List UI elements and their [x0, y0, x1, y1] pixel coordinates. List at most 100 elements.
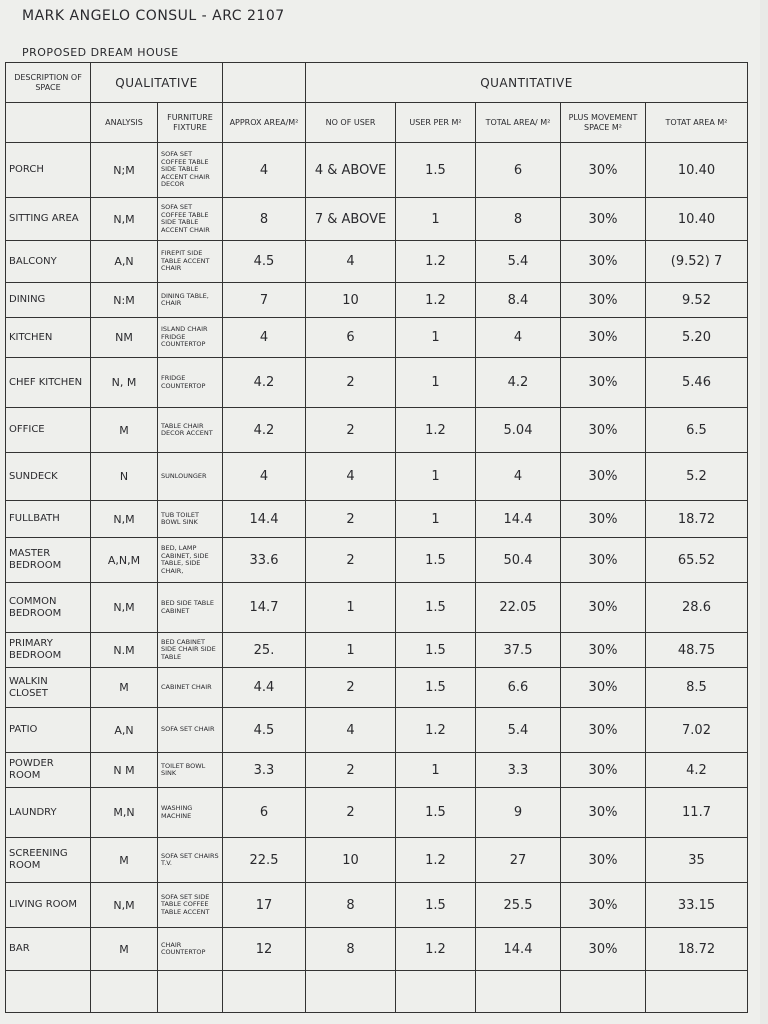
space-name: SCREENING ROOM: [5, 837, 91, 883]
total-area-final: 6.5: [644, 407, 749, 453]
movement-space: 30%: [560, 582, 646, 633]
space-name: CHEF KITCHEN: [5, 357, 91, 408]
furniture: BED, LAMP CABINET, SIDE TABLE, SIDE CHAI…: [157, 537, 223, 583]
space-name: WALKIN CLOSET: [5, 667, 91, 708]
users: 2: [305, 667, 396, 708]
user-per-m2: 1.5: [395, 142, 476, 198]
approx-area: 14.4: [222, 500, 306, 538]
total-area-final: 9.52: [644, 282, 749, 318]
analysis: M: [90, 927, 158, 971]
analysis: N: [90, 452, 158, 501]
column-header: FURNITURE FIXTURE: [157, 102, 223, 143]
analysis: N,M: [90, 197, 158, 241]
blank-cell: [5, 102, 91, 143]
approx-area: 4.2: [222, 407, 306, 453]
approx-area: 4: [222, 452, 306, 501]
document-title: PROPOSED DREAM HOUSE: [22, 46, 179, 59]
space-name: LAUNDRY: [5, 787, 91, 838]
furniture: SOFA SET COFFEE TABLE SIDE TABLE ACCENT …: [157, 197, 223, 241]
movement-space: 30%: [560, 357, 646, 408]
data-row: PATIO A,N SOFA SET CHAIR 4.5 4 1.2 5.4 30% 7.02: [5, 707, 749, 753]
description-header: DESCRIPTION OF SPACE: [5, 62, 91, 103]
space-name: BALCONY: [5, 240, 91, 283]
blank-cell: [395, 970, 476, 1013]
total-area-final: 48.75: [644, 632, 749, 668]
user-per-m2: 1: [395, 357, 476, 408]
user-per-m2: 1.5: [395, 882, 476, 928]
total-area-final: 35: [644, 837, 749, 883]
analysis: A,N: [90, 240, 158, 283]
furniture: WASHING MACHINE: [157, 787, 223, 838]
user-per-m2: 1.2: [395, 407, 476, 453]
data-row: OFFICE M TABLE CHAIR DECOR ACCENT 4.2 2 1.2 5.…: [5, 407, 749, 453]
users: 6: [305, 317, 396, 358]
movement-space: 30%: [560, 317, 646, 358]
approx-area: 4.2: [222, 357, 306, 408]
furniture: TOILET BOWL SINK: [157, 752, 223, 788]
furniture: SOFA SET SIDE TABLE COFFEE TABLE ACCENT: [157, 882, 223, 928]
furniture: TABLE CHAIR DECOR ACCENT: [157, 407, 223, 453]
analysis: M,N: [90, 787, 158, 838]
column-header: APPROX AREA/M²: [222, 102, 306, 143]
user-per-m2: 1: [395, 452, 476, 501]
user-per-m2: 1.5: [395, 582, 476, 633]
approx-area: 4.5: [222, 707, 306, 753]
users: 1: [305, 632, 396, 668]
furniture: ISLAND CHAIR FRIDGE COUNTERTOP: [157, 317, 223, 358]
users: 2: [305, 537, 396, 583]
approx-area: 22.5: [222, 837, 306, 883]
data-row: PRIMARY BEDROOM N.M BED CABINET SIDE CHAIR…: [5, 632, 749, 668]
movement-space: 30%: [560, 500, 646, 538]
analysis: M: [90, 667, 158, 708]
approx-area: 4.4: [222, 667, 306, 708]
blank-cell: [222, 970, 306, 1013]
blank-cell: [560, 970, 646, 1013]
blank-cell: [305, 970, 396, 1013]
total-area-final: 11.7: [644, 787, 749, 838]
total-area: 14.4: [475, 500, 561, 538]
space-name: PATIO: [5, 707, 91, 753]
total-area-final: 5.20: [644, 317, 749, 358]
blank-cell: [157, 970, 223, 1013]
space-name: FULLBATH: [5, 500, 91, 538]
furniture: SOFA SET CHAIRS T.V.: [157, 837, 223, 883]
approx-area: 12: [222, 927, 306, 971]
furniture: SOFA SET COFFEE TABLE SIDE TABLE ACCENT …: [157, 142, 223, 198]
user-per-m2: 1.2: [395, 240, 476, 283]
furniture: CABINET CHAIR: [157, 667, 223, 708]
total-area: 50.4: [475, 537, 561, 583]
analysis: N.M: [90, 632, 158, 668]
total-area-final: 10.40: [644, 142, 749, 198]
user-per-m2: 1.2: [395, 837, 476, 883]
analysis: NM: [90, 317, 158, 358]
total-area: 14.4: [475, 927, 561, 971]
column-header: PLUS MOVEMENT SPACE M²: [560, 102, 646, 143]
total-area: 4.2: [475, 357, 561, 408]
data-row: SUNDECK N SUNLOUNGER 4 4 1 4 30% 5.2: [5, 452, 749, 501]
approx-area: 3.3: [222, 752, 306, 788]
user-per-m2: 1: [395, 752, 476, 788]
empty-row: [5, 970, 749, 1013]
user-per-m2: 1.2: [395, 707, 476, 753]
movement-space: 30%: [560, 537, 646, 583]
analysis: N,M: [90, 882, 158, 928]
blank-cell: [644, 970, 749, 1013]
movement-space: 30%: [560, 197, 646, 241]
space-name: MASTER BEDROOM: [5, 537, 91, 583]
movement-space: 30%: [560, 452, 646, 501]
approx-area: 8: [222, 197, 306, 241]
analysis: N;M: [90, 142, 158, 198]
furniture: SOFA SET CHAIR: [157, 707, 223, 753]
column-header: ANALYSIS: [90, 102, 158, 143]
space-name: PORCH: [5, 142, 91, 198]
users: 8: [305, 882, 396, 928]
user-per-m2: 1: [395, 197, 476, 241]
movement-space: 30%: [560, 787, 646, 838]
total-area: 25.5: [475, 882, 561, 928]
total-area: 5.04: [475, 407, 561, 453]
users: 2: [305, 787, 396, 838]
users: 2: [305, 357, 396, 408]
data-row: KITCHEN NM ISLAND CHAIR FRIDGE COUNTERTOP 4…: [5, 317, 749, 358]
total-area: 5.4: [475, 240, 561, 283]
